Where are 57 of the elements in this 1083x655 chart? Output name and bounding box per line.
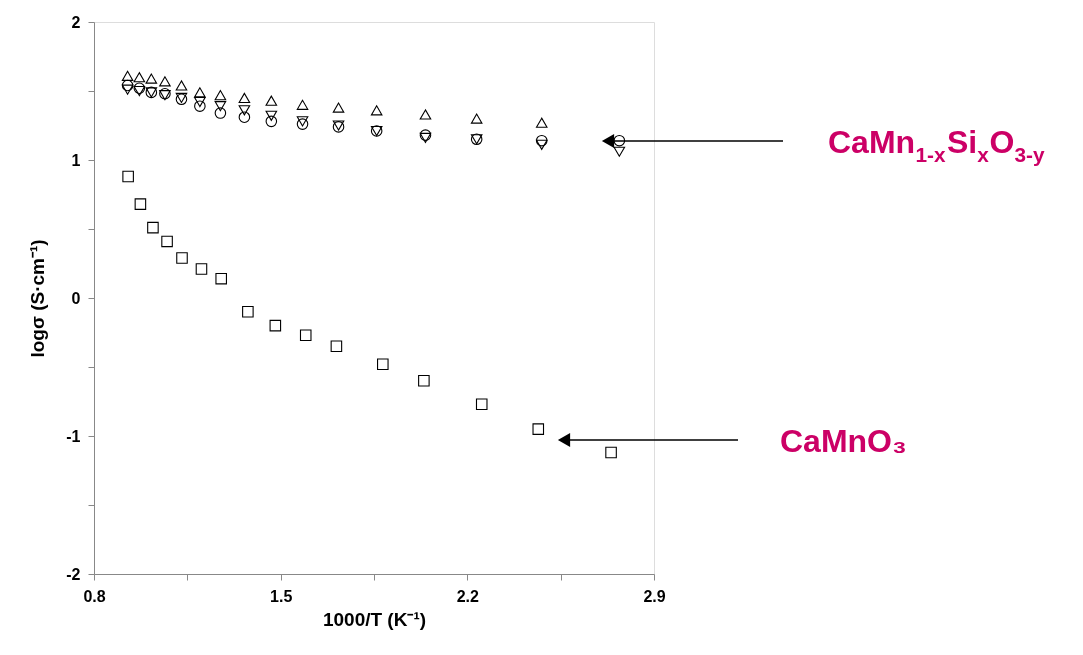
point — [121, 79, 134, 92]
point — [147, 221, 159, 234]
point — [269, 319, 282, 332]
point — [214, 101, 227, 112]
x-tick-label: 2.2 — [456, 587, 480, 605]
point — [377, 358, 389, 371]
y-tick-label: -1 — [66, 427, 81, 445]
y-tick-label: 2 — [71, 13, 81, 31]
point — [330, 340, 343, 353]
point — [161, 235, 173, 248]
point — [238, 111, 251, 123]
point — [194, 100, 206, 112]
point — [242, 306, 254, 318]
x-tick-label: 1.5 — [270, 587, 293, 605]
y-axis-title: logσ (S·cm⁻¹) — [27, 239, 49, 358]
x-axis-title: 1000/T (K⁻¹) — [322, 608, 427, 630]
point — [370, 105, 383, 116]
point — [299, 329, 312, 342]
text: CaMnO₃ — [780, 423, 907, 459]
point — [613, 146, 626, 157]
point — [475, 398, 488, 411]
point — [265, 110, 278, 121]
point — [238, 105, 251, 116]
point — [419, 109, 432, 120]
point — [194, 96, 206, 108]
point — [145, 73, 158, 84]
point — [214, 90, 227, 101]
point — [265, 95, 278, 106]
point — [418, 375, 430, 387]
y-tick-label: -2 — [66, 565, 81, 583]
point — [134, 198, 147, 210]
point — [121, 84, 134, 95]
point — [332, 102, 345, 113]
point — [535, 139, 548, 150]
y-tick-label: 1 — [71, 151, 81, 169]
point — [121, 70, 134, 81]
point — [535, 134, 548, 147]
y-tick-label: 0 — [71, 289, 81, 307]
x-tick-label: 2.9 — [643, 587, 666, 605]
point — [159, 76, 171, 87]
point — [532, 423, 545, 435]
point — [535, 117, 548, 128]
point — [265, 115, 278, 128]
point — [238, 92, 251, 103]
point — [470, 113, 483, 124]
point — [122, 170, 134, 183]
point — [214, 107, 227, 119]
point — [296, 99, 309, 110]
point — [133, 72, 146, 83]
point — [176, 252, 188, 264]
point — [605, 446, 617, 459]
point — [194, 87, 206, 98]
x-tick-label: 0.8 — [83, 587, 106, 605]
point — [195, 263, 208, 275]
point — [613, 134, 626, 147]
point — [175, 80, 188, 91]
point — [215, 272, 227, 285]
